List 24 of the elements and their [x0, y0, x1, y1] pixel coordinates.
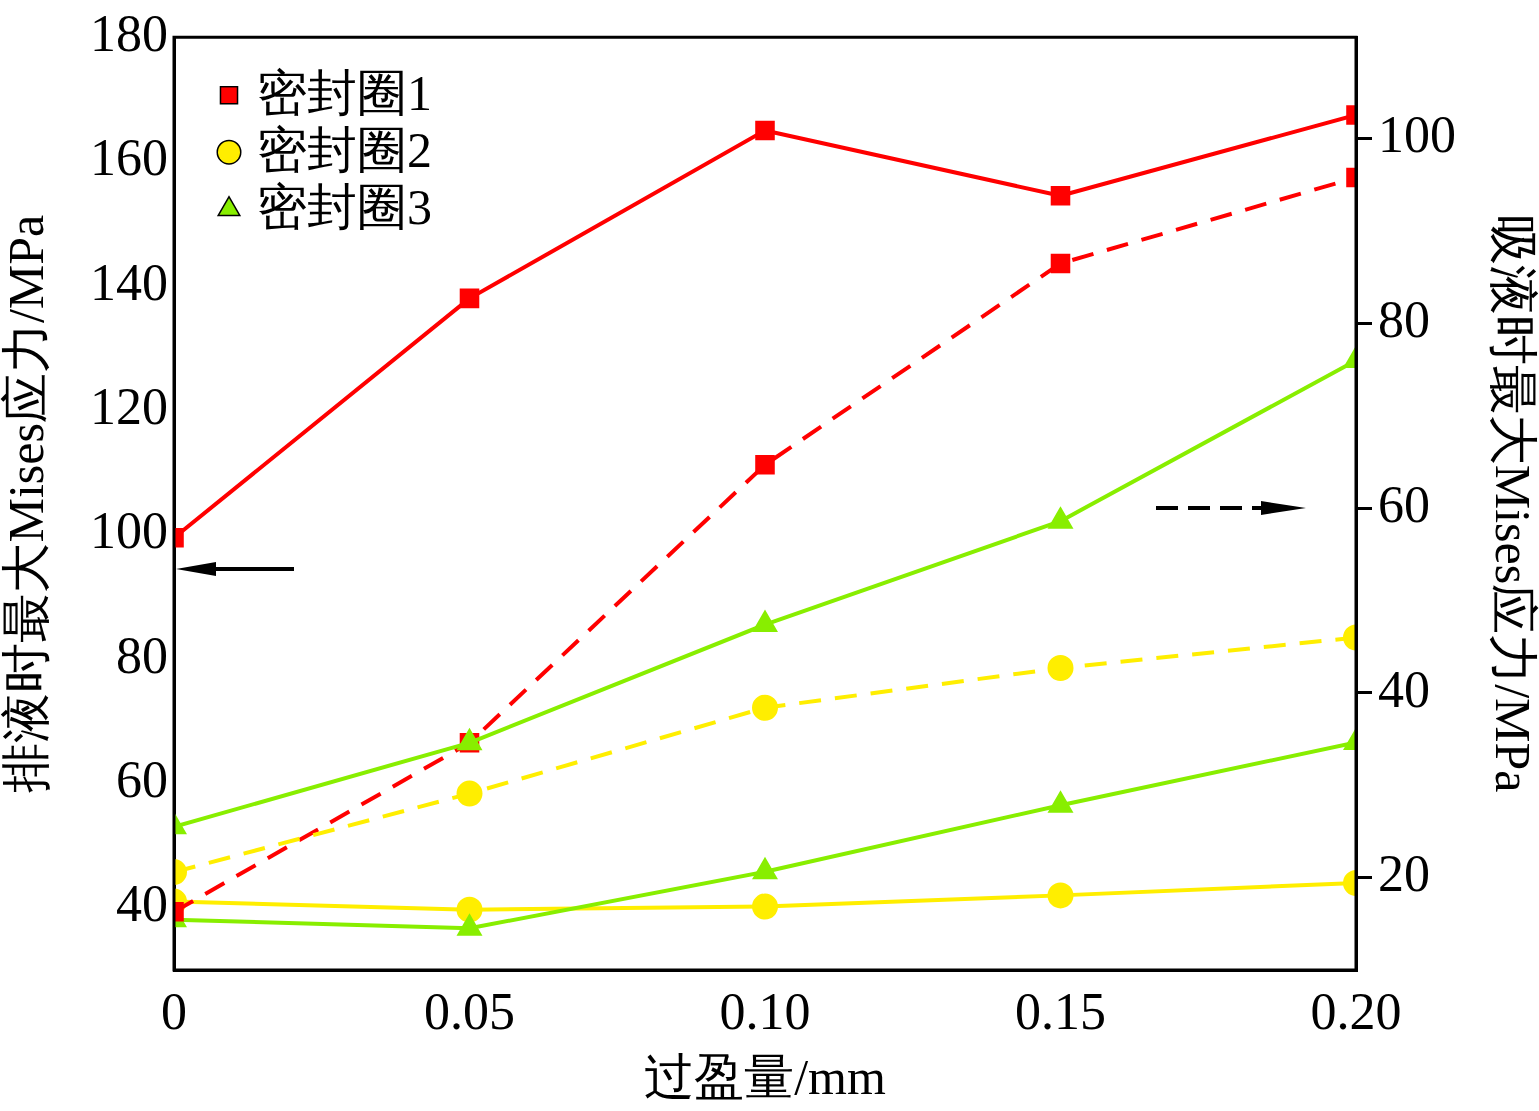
y2-tick-label: 20 [1378, 845, 1430, 903]
x-tick-label: 0.05 [424, 982, 515, 1040]
x-tick-label: 0.20 [1310, 982, 1402, 1040]
y-tick-label: 140 [90, 253, 168, 311]
legend-label: 密封圈3 [257, 179, 432, 236]
y2-tick-label: 80 [1378, 291, 1430, 349]
y2-tick-label: 40 [1378, 660, 1430, 718]
y-tick-label: 100 [90, 502, 168, 560]
legend-label: 密封圈2 [257, 122, 432, 179]
y-tick-label: 80 [116, 626, 168, 684]
x-axis-title: 过盈量/mm [644, 1049, 886, 1106]
y-axis-title: 排液时最大Mises应力/MPa [0, 214, 55, 793]
y-tick-label: 180 [90, 4, 168, 62]
y-tick-label: 160 [90, 129, 168, 187]
y2-axis-title: 吸液时最大Mises应力/MPa [1484, 214, 1539, 793]
x-tick-label: 0.10 [719, 982, 811, 1040]
y-tick-label: 120 [90, 377, 168, 435]
x-tick-label: 0.15 [1015, 982, 1106, 1040]
y2-tick-label: 100 [1378, 106, 1456, 164]
x-tick-label: 0 [161, 982, 187, 1040]
y2-tick-label: 60 [1378, 475, 1430, 533]
y-tick-label: 40 [116, 875, 168, 933]
y-tick-label: 60 [116, 751, 168, 809]
legend-label: 密封圈1 [257, 65, 432, 122]
